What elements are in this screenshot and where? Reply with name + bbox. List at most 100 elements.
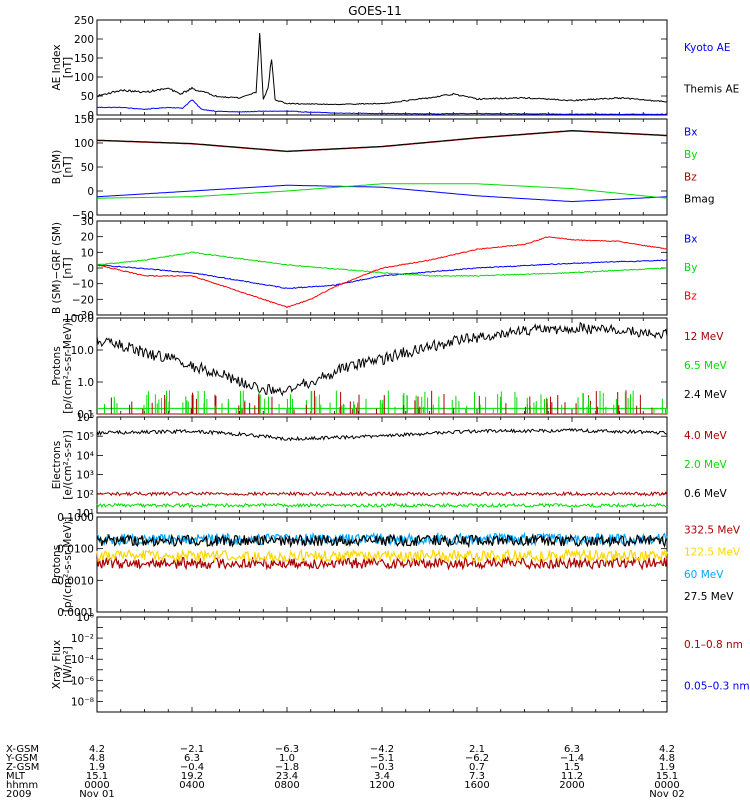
x-axis-value: 0400	[179, 780, 204, 791]
legend-entry: 27.5 MeV	[684, 591, 734, 603]
y-tick-label: 0.1	[77, 409, 94, 421]
x-axis-row-label: X-GSM	[6, 744, 39, 755]
series-line	[96, 547, 668, 564]
legend-entry: Bx	[684, 127, 697, 139]
series-line	[96, 184, 667, 203]
x-axis-value: 0800	[274, 780, 299, 791]
x-axis-row-label: 2009	[6, 789, 31, 800]
series-line	[96, 129, 667, 152]
y-tick-label: 10⁻⁴	[71, 654, 94, 666]
panel-7: 10⁻⁸ 10⁻⁶ 10⁻⁴ 10⁻² 10⁰ Xray Flux [W/m²] 0.1–0.…	[51, 612, 750, 713]
series-line	[97, 183, 668, 199]
x-axis-value: Nov 01	[79, 789, 114, 800]
y-tick-label: 10.0	[71, 345, 94, 357]
x-axis-value: 15.1	[656, 771, 678, 782]
y-tick-label: 100.0	[64, 313, 94, 325]
legend-entry: Kyoto AE	[684, 42, 730, 54]
y-tick-label: 10⁶	[76, 412, 94, 424]
x-axis-value: 23.4	[276, 771, 298, 782]
legend-entry: 60 MeV	[684, 569, 724, 581]
series-line	[96, 236, 668, 309]
y-tick-label: 0.0100	[57, 544, 94, 556]
x-axis-row-label: hhmm	[6, 780, 38, 791]
y-tick-label: 10⁵	[76, 431, 94, 443]
legend-entry: By	[684, 149, 697, 161]
x-axis-value: 0000	[84, 780, 109, 791]
legend-entry: 12 MeV	[684, 331, 724, 343]
x-axis-value: 1200	[369, 780, 394, 791]
x-axis-value: 1.0	[279, 753, 295, 764]
x-axis-value: 7.3	[469, 771, 485, 782]
y-axis-label: Protons	[51, 346, 63, 385]
x-axis-value: 15.1	[86, 771, 108, 782]
x-axis-value: 4.8	[659, 753, 675, 764]
x-axis-value: 6.3	[184, 753, 200, 764]
y-tick-label: −10	[72, 279, 94, 291]
x-axis-value: 0.7	[469, 762, 485, 773]
series-line	[97, 251, 668, 277]
y-tick-label: 10	[81, 247, 94, 259]
y-tick-label: 10³	[76, 470, 94, 482]
legend-entry: 122.5 MeV	[684, 547, 741, 559]
legend-entry: Bz	[684, 290, 697, 302]
y-axis-label: AE Index	[51, 44, 63, 90]
legend-entry: 2.0 MeV	[684, 459, 728, 471]
series-line	[96, 531, 668, 547]
y-axis-label: Protons	[51, 545, 63, 584]
panel-frame	[96, 317, 668, 415]
legend-entry: 0.6 MeV	[684, 488, 728, 500]
legend-entry: 4.0 MeV	[684, 430, 728, 442]
x-axis-value: 11.2	[561, 771, 583, 782]
x-axis-value: Nov 02	[649, 789, 684, 800]
y-axis-label: [nT]	[62, 257, 74, 278]
y-axis-label: [e/(cm²-s-sr)]	[62, 430, 74, 499]
y-tick-label: 10⁻⁸	[71, 696, 94, 708]
x-axis-value: 4.2	[659, 744, 675, 755]
chart-title: GOES-11	[348, 4, 402, 18]
x-axis-row-label: MLT	[6, 771, 26, 782]
y-tick-label: 0.0001	[57, 607, 94, 619]
panel-frame	[96, 616, 668, 713]
y-tick-label: 0	[87, 186, 94, 198]
y-tick-label: 0.1000	[57, 512, 94, 524]
panel-3: −30 −20 −10 0 10 20 30 B (SM)−GRF (SM) [nT] Bx By B…	[51, 216, 697, 322]
x-axis-value: 19.2	[181, 771, 203, 782]
y-tick-label: 50	[81, 162, 94, 174]
panel-1: 0 50 100 150 200 250 AE Index [nT] Kyoto AE Themi…	[51, 15, 739, 122]
y-tick-label: 100	[74, 138, 94, 150]
y-axis-label: B (SM)	[51, 150, 63, 184]
y-tick-label: −50	[72, 210, 94, 222]
y-tick-label: 0.0010	[57, 575, 94, 587]
y-tick-label: 10⁰	[76, 612, 94, 624]
x-axis-value: 6.3	[564, 744, 580, 755]
y-tick-label: 0	[87, 110, 94, 122]
panel-2: −50 0 50 100 150 B (SM) [nT] Bx By Bz Bmag	[51, 114, 715, 222]
y-axis-label: [W/m²]	[62, 646, 74, 683]
x-axis-value: 1.9	[659, 762, 675, 773]
legend-entry: Bmag	[684, 194, 715, 206]
y-axis-label: [p/(cm²-s-sr-MeV)]	[62, 517, 74, 612]
panel-5: 10¹ 10² 10³ 10⁴ 10⁵ 10⁶ Electrons [e/(cm²-s-sr)…	[51, 412, 728, 520]
y-tick-label: 10⁻⁶	[71, 675, 94, 687]
y-tick-label: 250	[74, 15, 94, 27]
x-axis-value: −2.1	[180, 744, 204, 755]
y-tick-label: 10²	[76, 489, 94, 501]
y-tick-label: 20	[81, 232, 94, 244]
x-axis-value: 1600	[464, 780, 489, 791]
x-axis-row-label: Y-GSM	[5, 753, 38, 764]
y-tick-label: −30	[72, 310, 94, 322]
legend-entry: Bx	[684, 233, 697, 245]
y-tick-label: 30	[81, 216, 94, 228]
legend-entry: 332.5 MeV	[684, 525, 741, 537]
y-tick-label: 10¹	[76, 508, 94, 520]
y-tick-label: 50	[81, 91, 94, 103]
x-axis-value: 0000	[654, 780, 679, 791]
legend-entry: By	[684, 262, 697, 274]
x-axis-value: −5.1	[370, 753, 394, 764]
series-line	[96, 321, 668, 397]
legend-entry: 2.4 MeV	[684, 389, 728, 401]
y-tick-label: 1.0	[77, 377, 94, 389]
series-line	[96, 259, 668, 289]
